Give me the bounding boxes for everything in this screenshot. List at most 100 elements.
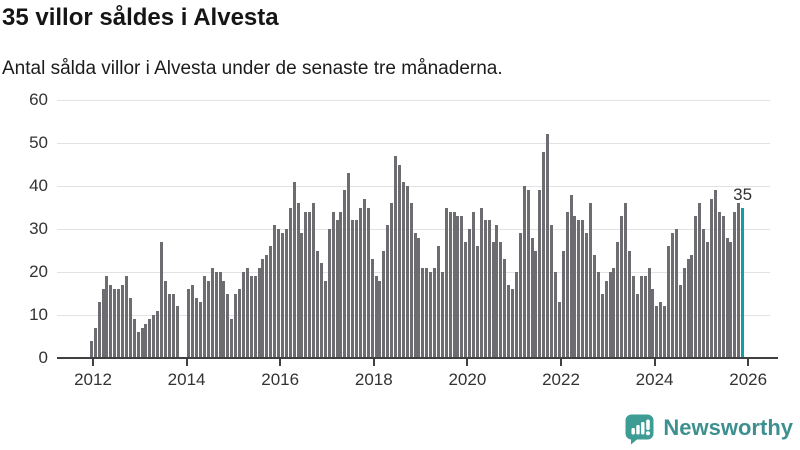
bar [440,272,444,358]
bar [327,229,331,358]
bar [479,207,483,358]
bar [472,211,476,358]
bar [530,237,534,358]
bar [113,289,117,358]
bar [448,211,452,358]
bar [639,276,643,358]
bar [460,216,464,358]
x-axis-line [57,357,778,359]
bar [202,276,206,358]
axis-tick [560,359,562,366]
bar [596,272,600,358]
bar [261,259,265,358]
bar [600,293,604,358]
bar [628,250,632,358]
bar [405,186,409,358]
bar [464,241,468,358]
bar [195,297,199,358]
bar [456,216,460,358]
bar [499,241,503,358]
bar [487,220,491,358]
x-axis-label: 2016 [261,370,300,389]
bar [226,293,230,358]
bar [663,306,667,358]
x-axis-label: 2026 [729,370,768,389]
bar [604,280,608,358]
x-axis-label: 2018 [354,370,393,389]
bar [238,289,242,358]
bar [550,224,554,358]
x-axis-label: 2024 [635,370,674,389]
newsworthy-logo: Newsworthy [623,411,793,445]
bar [331,211,335,358]
bar [339,211,343,358]
bar [347,173,351,358]
bar [370,259,374,358]
axis-tick [185,359,188,366]
bar [534,250,538,358]
bar [713,190,717,358]
bar [698,203,702,358]
bar [495,224,499,358]
bar [561,250,565,358]
bar [475,246,479,358]
bar [117,289,121,358]
bar [620,216,624,358]
axis-tick [372,359,375,366]
bar [635,293,639,358]
bar [93,327,97,358]
bar [413,233,417,358]
bar [417,237,421,358]
bar [647,267,651,358]
bar [312,203,316,358]
bar [670,233,674,358]
bar [421,267,425,358]
bar [156,310,160,358]
bar [694,216,698,358]
bar [706,241,710,358]
bar [121,284,125,358]
bar [319,263,323,358]
bar [280,233,284,358]
bar [269,246,273,358]
bar [709,198,713,358]
bar [483,220,487,358]
bar [273,224,277,358]
bar [612,267,616,358]
bar [429,272,433,358]
bar [409,203,413,358]
gridline [57,228,770,230]
bar [581,220,585,358]
bar [569,194,573,358]
bar [351,220,355,358]
bar [573,216,577,358]
highlighted-bar [741,207,745,358]
bar [277,229,281,358]
bar [144,323,148,358]
bar [257,267,261,358]
bar [425,267,429,358]
bar [436,246,440,358]
bar [733,211,737,358]
x-axis-label: 2014 [167,370,206,389]
bar [343,190,347,358]
bar [452,211,456,358]
bar [674,229,678,358]
bar [234,293,238,358]
axis-tick [92,359,94,366]
bar [218,272,222,358]
bar [97,302,101,358]
bar [386,224,390,358]
bar [737,203,741,358]
bar [518,233,522,358]
bar [542,151,546,358]
bar [105,276,109,358]
bar [553,272,557,358]
bar [538,190,542,358]
axis-tick [653,359,656,366]
y-axis-label: 30 [29,219,48,238]
x-axis-label: 2012 [74,370,112,389]
y-axis-label: 20 [29,262,48,281]
bar [253,276,257,358]
bar [394,155,398,358]
